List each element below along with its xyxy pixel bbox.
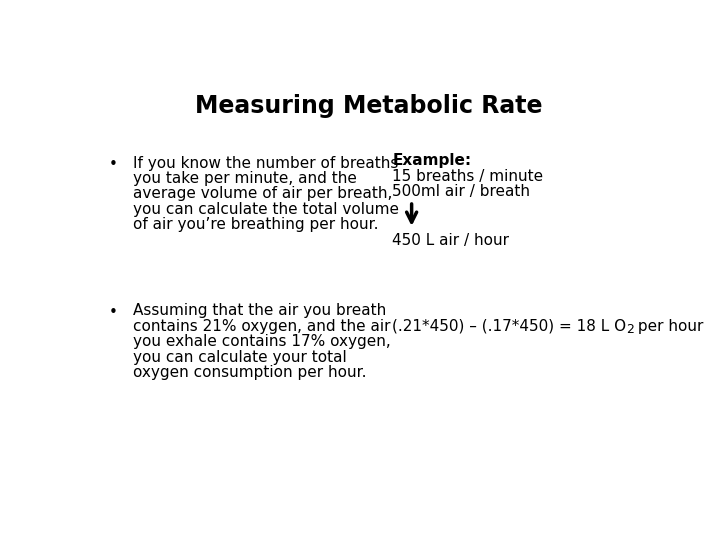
Text: 450 L air / hour: 450 L air / hour [392,233,509,248]
Text: •: • [109,305,117,320]
Text: you take per minute, and the: you take per minute, and the [132,171,356,186]
Text: (.21*450) – (.17*450) = 18 L O: (.21*450) – (.17*450) = 18 L O [392,319,626,334]
Text: per hour: per hour [633,319,703,334]
Text: you can calculate your total: you can calculate your total [132,350,346,364]
Text: 500ml air / breath: 500ml air / breath [392,184,530,199]
Text: Measuring Metabolic Rate: Measuring Metabolic Rate [195,94,543,118]
Text: •: • [109,157,117,172]
Text: 2: 2 [626,323,634,336]
Text: average volume of air per breath,: average volume of air per breath, [132,186,392,201]
Text: 15 breaths / minute: 15 breaths / minute [392,168,544,184]
Text: Example:: Example: [392,153,472,168]
Text: of air you’re breathing per hour.: of air you’re breathing per hour. [132,217,378,232]
Text: contains 21% oxygen, and the air: contains 21% oxygen, and the air [132,319,390,334]
Text: you can calculate the total volume: you can calculate the total volume [132,202,399,217]
Text: If you know the number of breaths: If you know the number of breaths [132,156,398,171]
Text: oxygen consumption per hour.: oxygen consumption per hour. [132,365,366,380]
Text: you exhale contains 17% oxygen,: you exhale contains 17% oxygen, [132,334,390,349]
Text: Assuming that the air you breath: Assuming that the air you breath [132,303,386,319]
